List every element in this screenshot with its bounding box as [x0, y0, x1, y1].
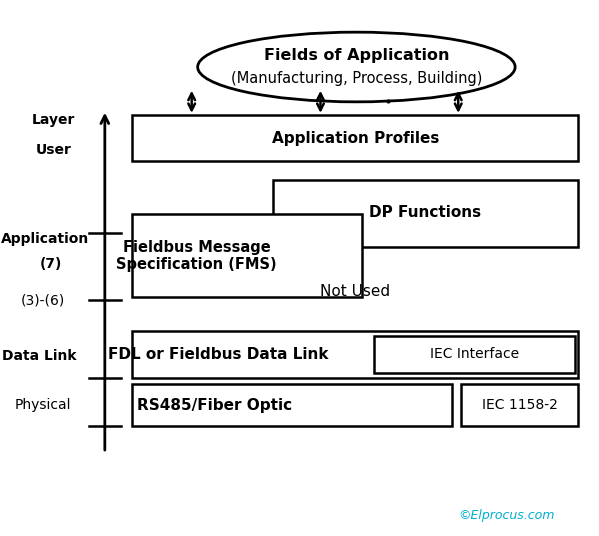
Bar — [461, 384, 578, 426]
Text: (Manufacturing, Process, Building): (Manufacturing, Process, Building) — [231, 71, 482, 86]
Bar — [132, 331, 578, 378]
Bar — [132, 115, 578, 161]
Text: ©Elprocus.com: ©Elprocus.com — [458, 509, 554, 522]
Bar — [132, 384, 452, 426]
Text: Physical: Physical — [15, 398, 71, 412]
Text: Application Profiles: Application Profiles — [271, 131, 439, 146]
Text: (7): (7) — [40, 257, 62, 271]
Text: (3)-(6): (3)-(6) — [21, 293, 65, 307]
Bar — [132, 214, 362, 297]
Text: Application: Application — [1, 232, 89, 245]
Text: Data Link: Data Link — [2, 349, 76, 363]
Text: RS485/Fiber Optic: RS485/Fiber Optic — [137, 398, 292, 413]
Bar — [273, 180, 578, 247]
Text: Not Used: Not Used — [320, 284, 391, 299]
Text: FDL or Fieldbus Data Link: FDL or Fieldbus Data Link — [108, 347, 329, 362]
Text: Fieldbus Message
Specification (FMS): Fieldbus Message Specification (FMS) — [116, 240, 277, 272]
Text: DP Functions: DP Functions — [369, 205, 482, 220]
Text: IEC 1158-2: IEC 1158-2 — [482, 398, 558, 412]
Text: User: User — [36, 143, 72, 157]
Text: IEC Interface: IEC Interface — [431, 347, 519, 361]
Text: Fields of Application: Fields of Application — [264, 48, 449, 63]
Text: Layer: Layer — [32, 113, 75, 126]
Bar — [374, 336, 575, 373]
